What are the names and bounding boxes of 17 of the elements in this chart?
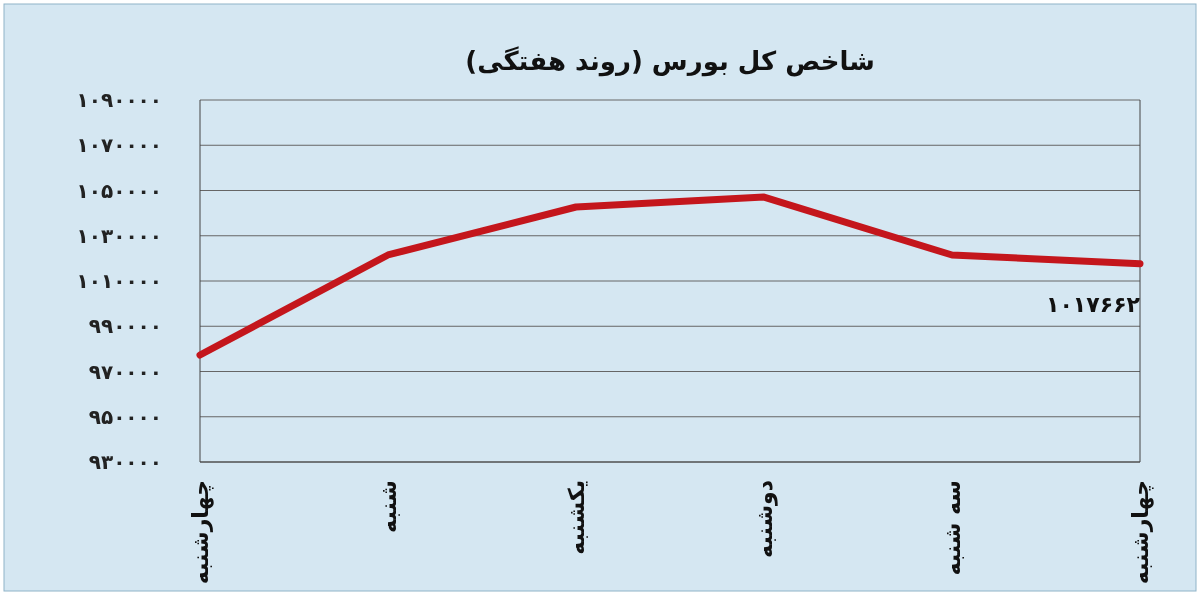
y-tick-label: ۹۹۰۰۰۰ <box>88 314 162 339</box>
x-tick-label: سه شنبه <box>940 480 965 576</box>
y-tick-label: ۹۳۰۰۰۰ <box>88 450 162 474</box>
x-tick-label: شنبه <box>376 480 401 533</box>
x-tick-label: چهارشنبه <box>188 480 214 585</box>
y-tick-label: ۱۰۹۰۰۰۰ <box>76 88 162 112</box>
chart-title: شاخص کل بورس (روند هفتگی) <box>465 46 875 77</box>
y-tick-label: ۱۰۵۰۰۰۰ <box>76 178 162 203</box>
y-tick-label: ۱۰۳۰۰۰۰ <box>76 223 162 248</box>
x-tick-label: یکشنبه <box>564 480 589 555</box>
y-tick-label: ۹۵۰۰۰۰ <box>88 404 162 429</box>
data-label: ۱۰۱۷۶۶۲ <box>1046 291 1141 317</box>
y-tick-label: ۱۰۱۰۰۰۰ <box>76 269 162 293</box>
x-tick-label: چهارشنبه <box>1128 480 1154 585</box>
y-tick-label: ۱۰۷۰۰۰۰ <box>76 133 162 158</box>
x-tick-label: دوشنبه <box>752 480 778 558</box>
y-tick-label: ۹۷۰۰۰۰ <box>88 359 162 384</box>
